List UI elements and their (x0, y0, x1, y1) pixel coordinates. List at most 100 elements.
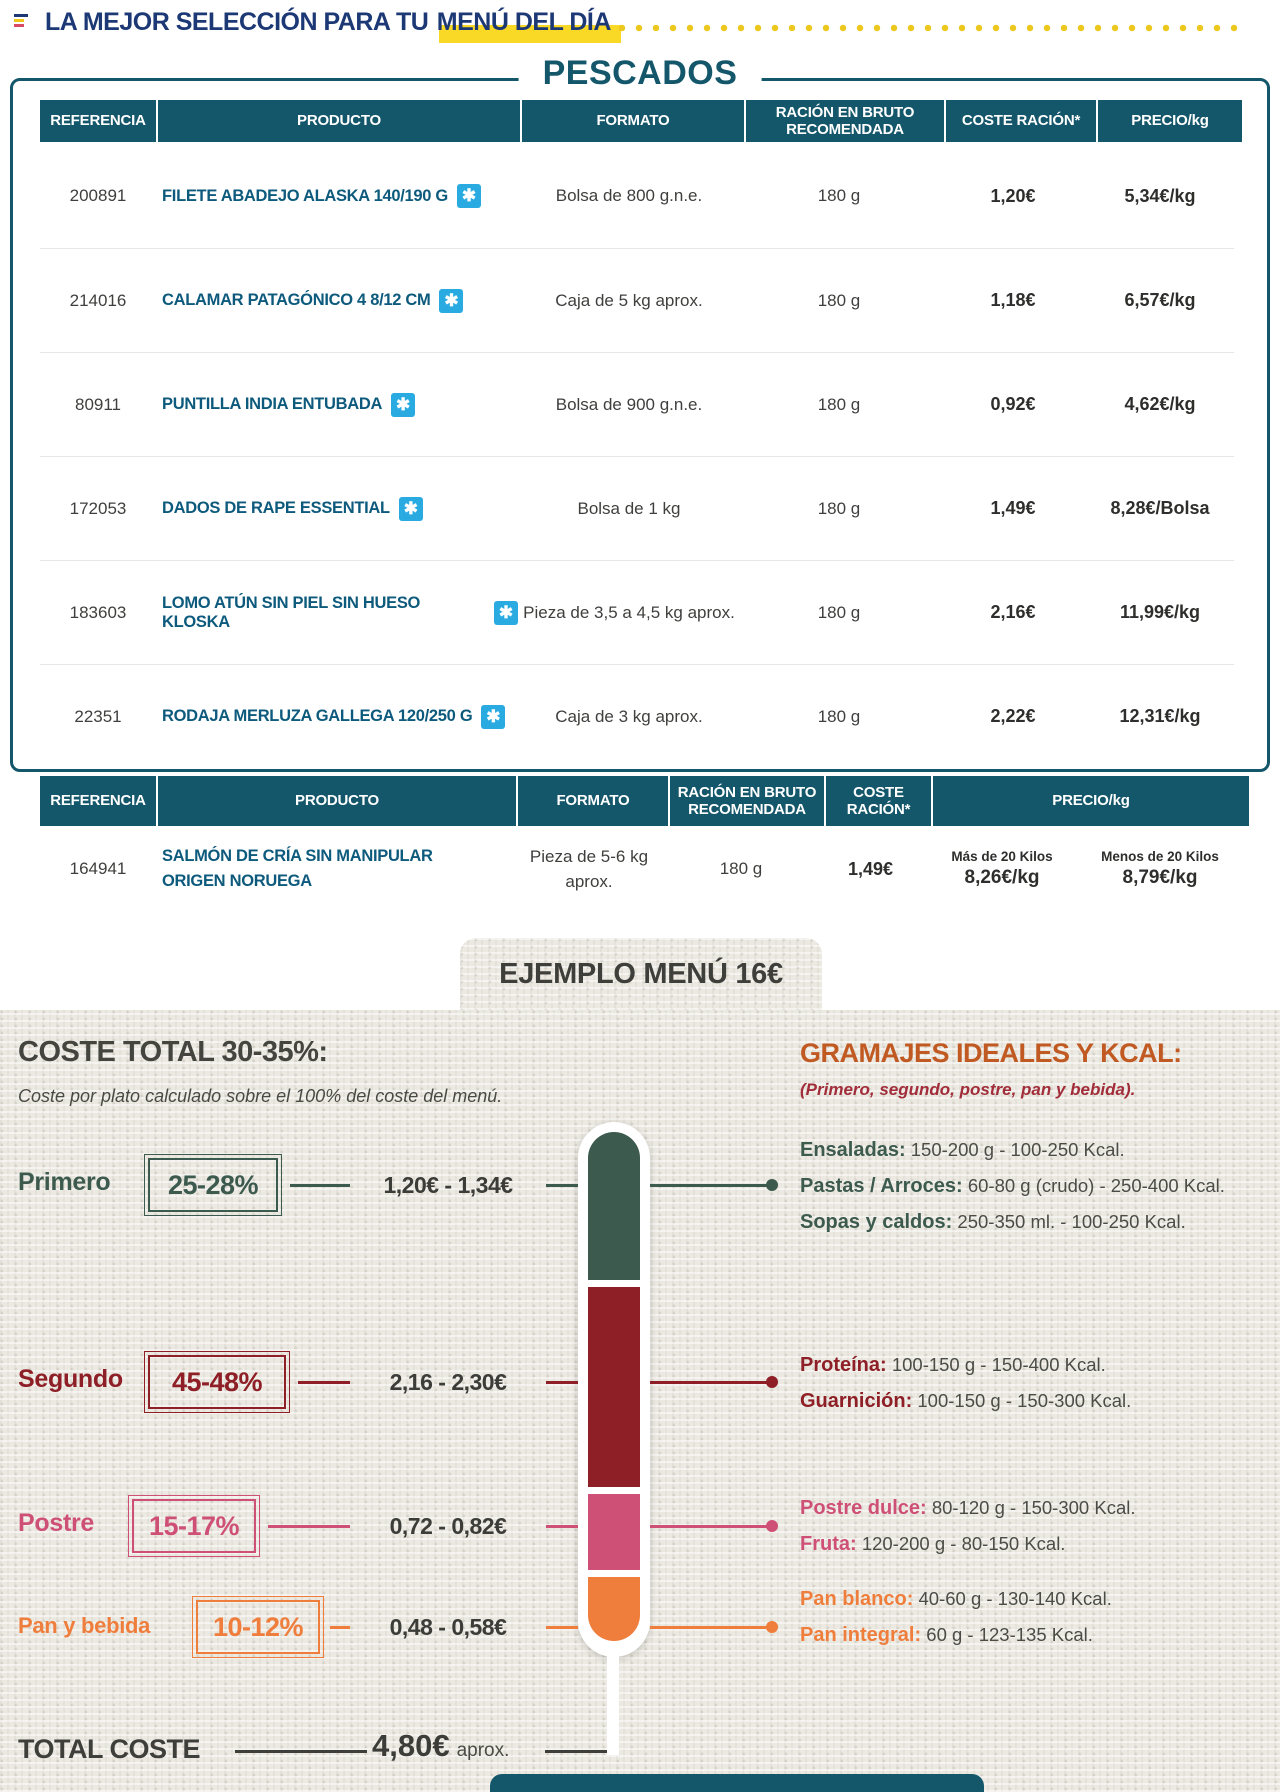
price-per-kg-value: 12,31€/kg (1119, 706, 1201, 726)
item-name: Postre dulce: (800, 1497, 927, 1519)
item-value: 80-120 g - 150-300 Kcal. (931, 1497, 1136, 1518)
item-name: Sopas y caldos: (800, 1211, 953, 1233)
section-title: PESCADOS (518, 54, 762, 93)
product-name: DADOS DE RAPE ESSENTIAL (162, 499, 390, 517)
column-header-coste: COSTE RACIÓN* (826, 776, 931, 826)
column-header-racion: RACIÓN EN BRUTO RECOMENDADA (670, 776, 824, 826)
item-value: 120-200 g - 80-150 Kcal. (861, 1533, 1066, 1554)
frozen-icon: ✱ (456, 184, 481, 208)
total-cost-suffix: aprox. (456, 1740, 510, 1761)
portion-value: 180 g (817, 186, 861, 205)
table-row: 214016 CALAMAR PATAGÓNICO 4 8/12 CM ✱ Ca… (40, 248, 1234, 352)
format-value: Caja de 3 kg aprox. (555, 706, 703, 726)
portion-value: 180 g (817, 706, 861, 726)
column-header-coste: COSTE RACIÓN* (946, 100, 1096, 142)
item-name: Proteína: (800, 1354, 887, 1376)
connector-dot (766, 1376, 778, 1388)
price-tier-label: Más de 20 Kilos (951, 849, 1053, 864)
portion-value: 180 g (719, 859, 763, 878)
column-header-referencia: REFERENCIA (40, 776, 156, 826)
price-per-bag-value: 8,28€/Bolsa (1110, 498, 1210, 518)
item-value: 100-150 g - 150-400 Kcal. (891, 1354, 1106, 1375)
reference-value: 172053 (69, 498, 127, 518)
price-per-kg-value: 11,99€/kg (1119, 602, 1201, 622)
product-name: RODAJA MERLUZA GALLEGA 120/250 G (162, 707, 473, 725)
thermometer-segment-segundo (588, 1287, 640, 1487)
portion-cost-value: 1,49€ (847, 858, 894, 879)
table-row: 183603 LOMO ATÚN SIN PIEL SIN HUESO KLOS… (40, 560, 1234, 664)
connector-line (546, 1626, 578, 1629)
format-value: Pieza de 5-6 kg aprox. (529, 846, 649, 892)
connector-line (545, 1750, 607, 1753)
item-name: Pan integral: (800, 1624, 922, 1646)
portion-value: 180 g (817, 394, 861, 414)
connector-line (546, 1525, 578, 1528)
column-header-racion: RACIÓN EN BRUTO RECOMENDADA (746, 100, 944, 142)
frozen-icon: ✱ (391, 392, 416, 417)
format-value: Bolsa de 800 g.n.e. (555, 186, 703, 205)
page-title-prefix: LA MEJOR SELECCIÓN PARA TU (45, 8, 429, 36)
portion-cost-value: 1,18€ (990, 290, 1036, 310)
connector-line (268, 1525, 350, 1528)
format-value: Caja de 5 kg aprox. (555, 290, 703, 310)
reference-value: 214016 (69, 290, 127, 310)
connector-line (290, 1184, 350, 1187)
item-name: Pastas / Arroces: (800, 1175, 963, 1197)
format-value: Bolsa de 900 g.n.e. (555, 394, 703, 414)
products-table-frame: REFERENCIA PRODUCTO FORMATO RACIÓN EN BR… (10, 78, 1270, 772)
portion-value: 180 g (817, 498, 861, 518)
price-range-primero: 1,20€ - 1,34€ (383, 1172, 513, 1198)
price-tier-label: Menos de 20 Kilos (1101, 849, 1219, 864)
product-name-line2: ORIGEN NORUEGA (162, 872, 312, 890)
menu-example-tab: EJEMPLO MENÚ 16€ (460, 938, 822, 1010)
item-value: 150-200 g - 100-250 Kcal. (910, 1139, 1125, 1160)
item-value: 250-350 ml. - 100-250 Kcal. (957, 1211, 1186, 1232)
connector-line (650, 1525, 772, 1528)
salmon-table-header: REFERENCIA PRODUCTO FORMATO RACIÓN EN BR… (40, 776, 1249, 826)
portion-cost-value: 2,16€ (990, 602, 1036, 622)
column-header-producto: PRODUCTO (158, 100, 520, 142)
table-row: 22351 RODAJA MERLUZA GALLEGA 120/250 G ✱… (40, 664, 1234, 768)
format-value: Pieza de 3,5 a 4,5 kg aprox. (523, 602, 735, 622)
menu-lines-icon (14, 14, 28, 29)
table-row: 172053 DADOS DE RAPE ESSENTIAL ✱ Bolsa d… (40, 456, 1234, 560)
reference-value: 80911 (74, 394, 121, 414)
cost-total-subtitle: Coste por plato calculado sobre el 100% … (18, 1086, 503, 1106)
connector-line (650, 1381, 772, 1384)
reference-value: 22351 (74, 706, 122, 726)
thermometer-segment-primero (588, 1132, 640, 1280)
price-per-kg-value: 5,34€/kg (1124, 185, 1196, 206)
portion-cost-value: 2,22€ (990, 706, 1036, 726)
item-value: 60-80 g (crudo) - 250-400 Kcal. (967, 1175, 1225, 1196)
gramajes-title: GRAMAJES IDEALES Y KCAL: (800, 1038, 1182, 1068)
connector-line (650, 1184, 772, 1187)
connector-dot (766, 1179, 778, 1191)
column-header-producto: PRODUCTO (158, 776, 516, 826)
price-per-kg-value: 4,62€/kg (1124, 394, 1196, 414)
column-header-referencia: REFERENCIA (40, 100, 156, 142)
product-name: PUNTILLA INDIA ENTUBADA (162, 395, 383, 413)
pct-box-pan-y-bebida: 10-12% (192, 1596, 324, 1658)
course-label-postre: Postre (18, 1509, 95, 1537)
course-label-primero: Primero (18, 1168, 111, 1196)
pct-box-segundo: 45-48% (144, 1351, 290, 1413)
product-name-line1: SALMÓN DE CRÍA SIN MANIPULAR (162, 847, 433, 866)
item-name: Pan blanco: (800, 1588, 914, 1610)
frozen-icon: ✱ (439, 288, 464, 313)
item-name: Ensaladas: (800, 1139, 906, 1161)
course-label-pan-y-bebida: Pan y bebida (18, 1613, 151, 1638)
table-body: 200891 FILETE ABADEJO ALASKA 140/190 G ✱… (40, 144, 1234, 768)
table-row: 80911 PUNTILLA INDIA ENTUBADA ✱ Bolsa de… (40, 352, 1234, 456)
item-value: 60 g - 123-135 Kcal. (926, 1624, 1093, 1645)
table-row: 164941 SALMÓN DE CRÍA SIN MANIPULAR ORIG… (40, 826, 1245, 912)
connector-dot (766, 1520, 778, 1532)
cost-total-title: COSTE TOTAL 30-35%: (18, 1036, 328, 1068)
table-header: REFERENCIA PRODUCTO FORMATO RACIÓN EN BR… (40, 100, 1242, 142)
connector-line (235, 1750, 367, 1753)
portion-cost-value: 1,49€ (990, 498, 1036, 518)
column-header-precio: PRECIO/kg (933, 776, 1249, 826)
pct-box-primero: 25-28% (144, 1154, 282, 1216)
gramajes-subtitle: (Primero, segundo, postre, pan y bebida)… (800, 1080, 1136, 1099)
frozen-icon: ✱ (398, 496, 423, 521)
